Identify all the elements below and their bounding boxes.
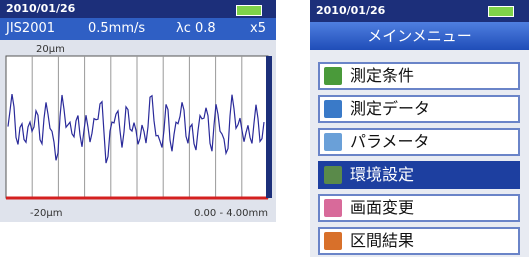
menu-icon <box>324 67 342 85</box>
menu-icon <box>324 199 342 217</box>
menu-item[interactable]: パラメータ <box>318 128 520 156</box>
date: 2010/01/26 <box>6 2 75 15</box>
y-max-label: 20μm <box>36 44 65 55</box>
menu-label: 環境設定 <box>350 163 414 187</box>
standard: JIS2001 <box>6 18 55 40</box>
battery-icon <box>488 6 514 17</box>
menu-label: 画面変更 <box>350 196 414 220</box>
scroll-bar <box>266 56 272 198</box>
menu-item[interactable]: 環境設定 <box>318 161 520 189</box>
status-bar: 2010/01/26 <box>310 0 529 22</box>
menu-icon <box>324 100 342 118</box>
right-screen: 2010/01/26 メインメニュー 測定条件測定データパラメータ環境設定画面変… <box>310 0 529 257</box>
page: 2010/01/26 JIS2001 0.5mm/s λc 0.8 x5 20μ… <box>0 0 529 257</box>
menu-icon <box>324 166 342 184</box>
range-label: 0.00 - 4.00mm <box>194 208 268 219</box>
menu-item[interactable]: 測定データ <box>318 95 520 123</box>
menu-icon <box>324 133 342 151</box>
speed: 0.5mm/s <box>88 18 145 40</box>
menu-item[interactable]: 画面変更 <box>318 194 520 222</box>
date: 2010/01/26 <box>316 4 385 17</box>
info-bar: JIS2001 0.5mm/s λc 0.8 x5 <box>0 18 276 40</box>
magnification: x5 <box>250 18 266 40</box>
menu-label: 測定条件 <box>350 64 414 88</box>
left-screen: 2010/01/26 JIS2001 0.5mm/s λc 0.8 x5 20μ… <box>0 0 276 222</box>
menu-label: 区間結果 <box>350 229 414 253</box>
menu-label: パラメータ <box>350 130 430 154</box>
menu-item[interactable]: 測定条件 <box>318 62 520 90</box>
status-bar: 2010/01/26 <box>0 0 276 18</box>
menu-icon <box>324 232 342 250</box>
menu-title: メインメニュー <box>310 22 529 50</box>
y-min-label: -20μm <box>30 208 62 219</box>
profile-plot: 20μm -20μm 0.00 - 4.00mm <box>0 40 276 222</box>
menu-label: 測定データ <box>350 97 430 121</box>
cutoff: λc 0.8 <box>176 18 216 40</box>
menu-item[interactable]: 区間結果 <box>318 227 520 255</box>
battery-icon <box>236 5 262 16</box>
